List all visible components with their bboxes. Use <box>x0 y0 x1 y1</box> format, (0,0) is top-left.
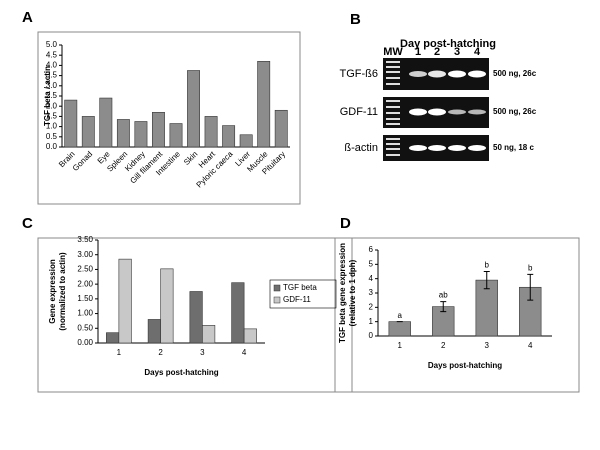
lane-label: 3 <box>454 46 460 58</box>
y-axis-label: (normalized to actin) <box>58 252 67 331</box>
legend-swatch <box>273 284 281 292</box>
x-axis-label: Days post-hatching <box>144 368 218 377</box>
y-tick-label: 3.50 <box>77 235 93 244</box>
bar <box>134 121 148 148</box>
error-bar <box>440 301 447 313</box>
y-tick-label: 4.0 <box>46 61 58 70</box>
panel-frame <box>37 31 301 205</box>
x-tick-label: 2 <box>441 341 446 350</box>
bar <box>99 97 113 148</box>
legend-swatch <box>273 296 281 304</box>
bar <box>222 125 236 148</box>
bar <box>147 319 161 344</box>
bar <box>202 325 216 344</box>
bar <box>239 134 253 148</box>
bar <box>204 116 218 148</box>
legend-label: GDF-11 <box>283 295 311 304</box>
x-tick-label: Gonad <box>71 150 94 173</box>
x-tick-label: 4 <box>242 348 247 357</box>
y-tick-label: 4.5 <box>46 50 58 59</box>
y-tick-label: 3.5 <box>46 71 58 80</box>
y-tick-label: 5 <box>369 259 374 268</box>
bar <box>116 119 130 148</box>
y-tick-label: 2.0 <box>46 101 58 110</box>
gene-label: ß-actin <box>344 142 378 154</box>
y-tick-label: 1 <box>369 317 374 326</box>
annotation: ab <box>439 291 448 300</box>
lane-label: 2 <box>434 46 440 58</box>
gene-label: GDF-11 <box>340 106 378 118</box>
bar <box>160 268 174 344</box>
x-tick-label: 3 <box>200 348 205 357</box>
lane-label: 4 <box>474 46 481 58</box>
panel-label: B <box>350 11 361 28</box>
panel-label: D <box>340 215 351 232</box>
panel-frame <box>37 237 353 393</box>
condition-label: 500 ng, 26c <box>493 69 537 78</box>
panel-label: A <box>22 9 33 26</box>
y-tick-label: 1.5 <box>46 112 58 121</box>
gene-label: TGF-ß6 <box>340 68 379 80</box>
y-tick-label: 2.00 <box>77 279 93 288</box>
bar <box>118 258 132 344</box>
bar <box>243 328 257 344</box>
x-tick-label: 3 <box>485 341 490 350</box>
y-axis-label: TGF beta gene expression <box>338 243 347 343</box>
y-tick-label: 2 <box>369 302 374 311</box>
error-bar <box>527 273 534 301</box>
y-tick-label: 5.0 <box>46 40 58 49</box>
x-tick-label: 4 <box>528 341 533 350</box>
bar <box>189 291 203 344</box>
y-tick-label: 0.0 <box>46 142 58 151</box>
condition-label: 50 ng, 18 c <box>493 143 534 152</box>
bar <box>64 99 78 148</box>
bar <box>152 112 165 148</box>
x-tick-label: 1 <box>117 348 122 357</box>
bar <box>274 109 288 148</box>
bar <box>388 321 411 337</box>
condition-label: 500 ng, 26c <box>493 107 537 116</box>
y-tick-label: 4 <box>369 274 374 283</box>
legend-label: TGF beta <box>283 283 317 292</box>
y-tick-label: 0 <box>369 331 374 340</box>
bar <box>187 70 200 148</box>
y-tick-label: 3 <box>369 288 374 297</box>
x-axis-label: Days post-hatching <box>428 361 502 370</box>
y-tick-label: 1.00 <box>77 309 93 318</box>
bar <box>231 282 245 344</box>
lane-label: MW <box>383 46 403 58</box>
lane-label: 1 <box>415 46 421 58</box>
y-tick-label: 2.50 <box>77 265 93 274</box>
y-axis-label: Gene expression <box>48 259 57 324</box>
y-tick-label: 0.5 <box>46 132 58 141</box>
y-axis-label: (relative to 1 dph) <box>348 259 357 326</box>
y-tick-label: 0.50 <box>77 323 93 332</box>
y-tick-label: 3.00 <box>77 250 93 259</box>
y-tick-label: 3.0 <box>46 81 58 90</box>
error-bar <box>483 271 490 290</box>
y-tick-label: 1.0 <box>46 122 58 131</box>
gel-image <box>383 58 489 161</box>
bar <box>81 116 95 148</box>
y-axis-label: TGF beta / actin <box>43 66 52 126</box>
panel-frame <box>334 237 580 393</box>
panel-label: C <box>22 215 33 232</box>
x-tick-label: 2 <box>158 348 163 357</box>
y-tick-label: 0.00 <box>77 338 93 347</box>
annotation: b <box>528 263 533 272</box>
annotation: a <box>398 311 403 320</box>
gel-title: Day post-hatching <box>400 38 496 50</box>
y-tick-label: 1.50 <box>77 294 93 303</box>
x-tick-label: 1 <box>398 341 403 350</box>
y-tick-label: 6 <box>369 245 374 254</box>
bar <box>169 123 183 148</box>
bar <box>257 61 271 148</box>
legend-box <box>269 279 337 309</box>
annotation: b <box>485 261 490 270</box>
y-tick-label: 2.5 <box>46 91 58 100</box>
bar <box>106 332 120 344</box>
